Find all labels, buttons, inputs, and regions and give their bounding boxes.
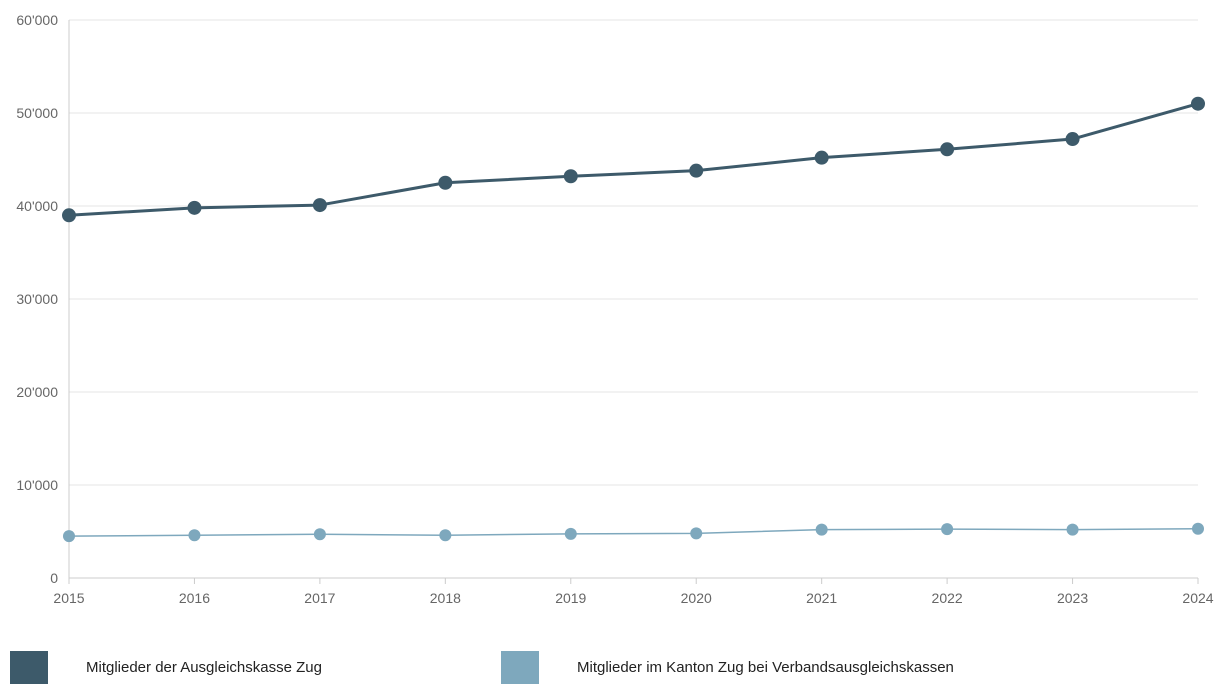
y-tick-label: 40'000	[16, 198, 58, 214]
data-point	[312, 198, 327, 213]
data-point	[439, 529, 452, 542]
x-tick-label: 2020	[681, 590, 712, 606]
data-point	[1191, 96, 1205, 111]
y-tick-label: 10'000	[16, 477, 58, 493]
data-point	[1066, 523, 1079, 536]
x-tick-label: 2024	[1182, 590, 1213, 606]
x-tick-label: 2019	[555, 590, 586, 606]
y-tick-label: 30'000	[16, 291, 58, 307]
legend-label-1: Mitglieder der Ausgleichskasse Zug	[86, 659, 322, 676]
data-point	[564, 527, 577, 540]
data-point	[815, 523, 828, 536]
x-tick-label: 2016	[179, 590, 210, 606]
x-tick-label: 2023	[1057, 590, 1088, 606]
legend-item-1: Mitglieder der Ausgleichskasse Zug	[10, 651, 322, 684]
y-tick-label: 20'000	[16, 384, 58, 400]
series-group	[62, 96, 1205, 543]
y-tick-label: 0	[50, 570, 58, 586]
data-point	[563, 169, 578, 184]
data-point	[313, 528, 326, 541]
data-point	[188, 529, 201, 542]
x-tick-label: 2021	[806, 590, 837, 606]
data-point	[690, 527, 703, 540]
legend-swatch-2	[501, 651, 539, 684]
legend-label-2: Mitglieder im Kanton Zug bei Verbandsaus…	[577, 659, 954, 676]
legend-item-2: Mitglieder im Kanton Zug bei Verbandsaus…	[501, 651, 954, 684]
data-point	[62, 208, 76, 223]
x-tick-label: 2018	[430, 590, 461, 606]
series-1-line	[68, 102, 1199, 217]
data-point	[940, 142, 955, 157]
data-point	[63, 530, 75, 543]
data-point	[941, 523, 954, 536]
y-tick-label: 60'000	[16, 12, 58, 28]
data-point	[689, 163, 704, 178]
y-tick-label: 50'000	[16, 105, 58, 121]
series-2	[63, 522, 1204, 543]
data-point	[438, 175, 453, 190]
x-tick-label: 2022	[932, 590, 963, 606]
series-2-line	[68, 527, 1199, 537]
line-chart: 0 10'000 20'000 30'000 40'000 50'000 60'000 20…	[16, 12, 1214, 606]
x-tick-label: 2017	[304, 590, 335, 606]
legend-swatch-1	[10, 651, 48, 684]
data-point	[814, 150, 829, 165]
data-point	[1065, 132, 1080, 147]
series-1	[62, 96, 1205, 223]
data-point	[187, 200, 202, 215]
x-axis: 2015 2016 2017 2018 2019 2020 2021 2022 2023 2024	[53, 578, 1214, 606]
x-tick-label: 2015	[53, 590, 84, 606]
data-point	[1192, 522, 1204, 535]
y-axis: 0 10'000 20'000 30'000 40'000 50'000 60'000	[16, 12, 70, 586]
grid-lines	[69, 19, 1198, 579]
